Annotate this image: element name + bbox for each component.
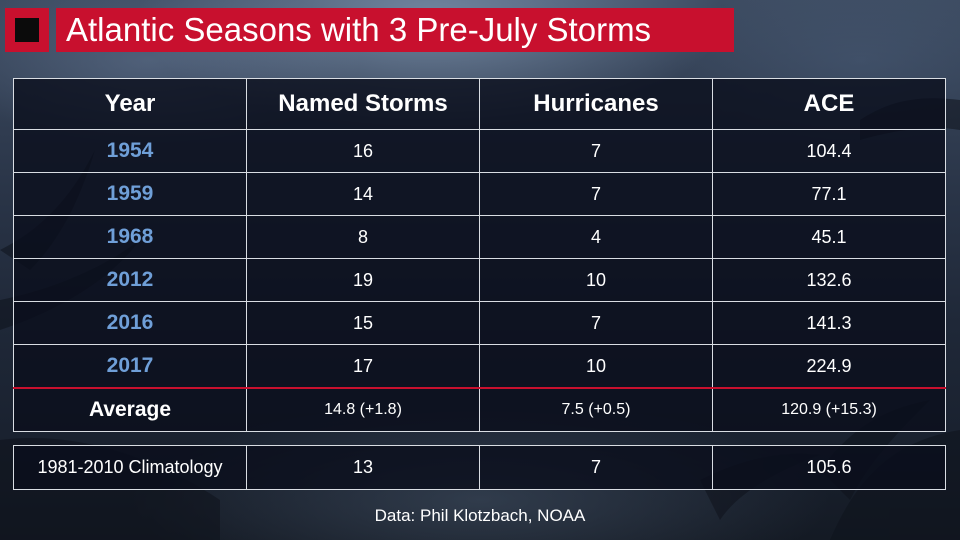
year-cell: 2012 [13, 258, 247, 302]
average-named-storms: 14.8 (+1.8) [246, 387, 480, 432]
year-cell: 1954 [13, 129, 247, 173]
climatology-ace: 105.6 [712, 445, 946, 490]
year-cell: 1968 [13, 215, 247, 259]
storm-seasons-table: Year Named Storms Hurricanes ACE 1954 16… [13, 78, 946, 432]
named-storms-cell: 17 [246, 344, 480, 389]
year-cell: 2016 [13, 301, 247, 345]
year-cell: 1959 [13, 172, 247, 216]
hurricanes-cell: 4 [479, 215, 713, 259]
table-row: 1954 16 7 104.4 [13, 129, 946, 173]
page-title: Atlantic Seasons with 3 Pre-July Storms [56, 8, 734, 52]
climatology-row: 1981-2010 Climatology 13 7 105.6 [13, 445, 946, 490]
named-storms-cell: 15 [246, 301, 480, 345]
climatology-named-storms: 13 [246, 445, 480, 490]
year-cell: 2017 [13, 344, 247, 389]
ace-cell: 224.9 [712, 344, 946, 389]
table-row: 2016 15 7 141.3 [13, 301, 946, 345]
table-row: 2012 19 10 132.6 [13, 258, 946, 302]
climatology-hurricanes: 7 [479, 445, 713, 490]
named-storms-cell: 16 [246, 129, 480, 173]
ace-cell: 77.1 [712, 172, 946, 216]
hurricanes-cell: 7 [479, 172, 713, 216]
hurricanes-cell: 7 [479, 301, 713, 345]
title-logo-mark [5, 8, 49, 52]
ace-cell: 132.6 [712, 258, 946, 302]
hurricanes-cell: 10 [479, 344, 713, 389]
table-row: 1959 14 7 77.1 [13, 172, 946, 216]
column-header-ace: ACE [712, 78, 946, 130]
hurricanes-cell: 10 [479, 258, 713, 302]
ace-cell: 104.4 [712, 129, 946, 173]
ace-cell: 45.1 [712, 215, 946, 259]
average-row: Average 14.8 (+1.8) 7.5 (+0.5) 120.9 (+1… [13, 387, 946, 432]
hurricanes-cell: 7 [479, 129, 713, 173]
column-header-year: Year [13, 78, 247, 130]
table-header-row: Year Named Storms Hurricanes ACE [13, 78, 946, 130]
average-ace: 120.9 (+15.3) [712, 387, 946, 432]
climatology-table: 1981-2010 Climatology 13 7 105.6 [13, 445, 946, 490]
table-row: 1968 8 4 45.1 [13, 215, 946, 259]
column-header-hurricanes: Hurricanes [479, 78, 713, 130]
named-storms-cell: 19 [246, 258, 480, 302]
source-credit: Data: Phil Klotzbach, NOAA [374, 506, 586, 525]
column-header-named-storms: Named Storms [246, 78, 480, 130]
named-storms-cell: 14 [246, 172, 480, 216]
table-row: 2017 17 10 224.9 [13, 344, 946, 389]
climatology-label: 1981-2010 Climatology [13, 445, 247, 490]
average-hurricanes: 7.5 (+0.5) [479, 387, 713, 432]
ace-cell: 141.3 [712, 301, 946, 345]
title-logo-square [15, 18, 39, 42]
average-label: Average [13, 387, 247, 432]
named-storms-cell: 8 [246, 215, 480, 259]
